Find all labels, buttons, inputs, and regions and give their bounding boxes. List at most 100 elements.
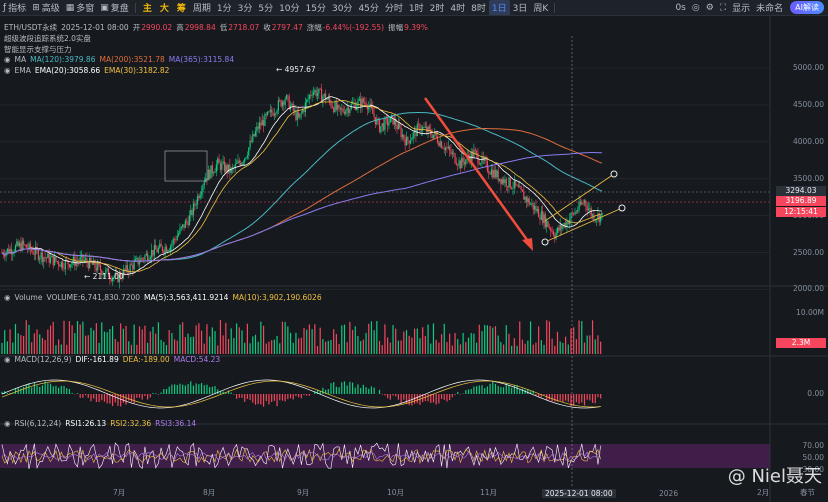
macd-bar — [551, 394, 553, 402]
macd-bar — [182, 384, 184, 394]
candle-body — [284, 99, 286, 105]
candle-body — [173, 239, 176, 240]
display-button[interactable]: 显示 — [732, 4, 751, 14]
last-price-tag: 3196.89 — [776, 196, 826, 206]
interval-1分[interactable]: 1分 — [216, 4, 232, 14]
interval-30分[interactable]: 30分 — [331, 4, 353, 14]
interval-10分[interactable]: 10分 — [279, 4, 300, 14]
strategy-legend[interactable]: 超级波段追踪系统2.0实盘 — [4, 33, 95, 44]
candle-body — [551, 231, 553, 233]
candle-body — [269, 109, 271, 112]
volume-bar — [438, 342, 440, 354]
candle-body — [48, 253, 50, 263]
camera-icon[interactable]: ◎ — [691, 2, 700, 13]
macd-bar — [492, 381, 494, 394]
strategy-name[interactable]: 超级波段追踪系统2.0实盘 — [4, 34, 91, 43]
interval-1日[interactable]: 1日 — [488, 0, 510, 15]
macd-bar — [424, 394, 426, 402]
gear-icon[interactable]: ⚙ — [705, 2, 714, 13]
price-tick: 4000.00 — [792, 136, 824, 146]
interval-4时[interactable]: 4时 — [450, 4, 466, 14]
candle-body — [125, 265, 127, 271]
interval-2时[interactable]: 2时 — [429, 4, 445, 14]
volume-bar — [262, 325, 265, 354]
candle-body — [517, 185, 520, 188]
sr-name[interactable]: 智能显示支撑与压力 — [4, 45, 72, 54]
candle-body — [217, 158, 219, 165]
candle-body — [134, 259, 137, 262]
candle-body — [387, 118, 389, 126]
macd-bar — [103, 394, 106, 402]
macd-bar — [206, 384, 208, 394]
rsi-axis-30: 30.00 — [802, 465, 824, 474]
eye-icon[interactable]: ◉ — [4, 66, 11, 75]
candle-body — [590, 208, 592, 216]
toolbar-item-1[interactable]: ⊞ 高级 — [29, 0, 63, 15]
interval-分时[interactable]: 分时 — [384, 4, 403, 14]
interval-3日[interactable]: 3日 — [512, 4, 528, 14]
volume-bar — [341, 325, 343, 354]
interval-45分[interactable]: 45分 — [358, 4, 379, 14]
toolbar-item-3[interactable]: ▣ 复盘 — [97, 0, 132, 15]
period-dropdown[interactable]: 周期 — [192, 4, 211, 14]
candle-body — [244, 158, 246, 162]
gold-button-0[interactable]: 主 — [142, 4, 152, 14]
eye-icon[interactable]: ◉ — [4, 419, 11, 428]
macd-bar — [33, 382, 35, 394]
interval-3分[interactable]: 3分 — [237, 4, 253, 14]
indicator-icon: ƒ — [3, 2, 7, 13]
candle-body — [271, 109, 273, 113]
ema-legend[interactable]: ◉ EMA EMA(20):3058.66 EMA(30):3182.82 — [4, 66, 173, 75]
candle-body — [245, 157, 247, 159]
candle-body — [399, 123, 401, 128]
interval-15分[interactable]: 15分 — [305, 4, 326, 14]
interval-1时[interactable]: 1时 — [408, 4, 424, 14]
candle-body — [248, 147, 250, 156]
rsi-legend[interactable]: ◉ RSI(6,12,24) RSI1:26.13 RSI2:32.36 RSI… — [4, 419, 200, 428]
interval-5分[interactable]: 5分 — [258, 4, 274, 14]
macd-bar — [303, 394, 305, 396]
candle-body — [555, 232, 557, 239]
toolbar-item-2[interactable]: ▦ 多窗 — [63, 0, 98, 15]
candle-body — [362, 98, 364, 103]
candle-body — [488, 171, 490, 174]
candle-body — [559, 224, 561, 231]
eye-icon[interactable]: ◉ — [4, 293, 11, 302]
eye-icon[interactable]: ◉ — [4, 55, 11, 64]
candle-body — [335, 102, 337, 110]
gold-button-1[interactable]: 大 — [159, 4, 169, 14]
macd-legend[interactable]: ◉ MACD(12,26,9) DIF:-161.89 DEA:-189.00 … — [4, 355, 224, 364]
eye-icon[interactable]: ◉ — [4, 355, 11, 364]
candle-body — [117, 273, 119, 283]
candle-body — [169, 246, 172, 251]
volume-bar — [476, 342, 478, 354]
interval-周K[interactable]: 周K — [533, 4, 549, 14]
ai-explain-button[interactable]: AI解读 — [790, 1, 824, 14]
fullscreen-icon[interactable]: ⛶ — [719, 2, 727, 13]
macd-bar — [365, 387, 367, 394]
crosshair-date-tag: 2025-12-01 08:00 — [542, 489, 616, 498]
candlestick-chart[interactable] — [0, 16, 828, 502]
macd-bar — [316, 389, 319, 394]
volume-bar — [446, 342, 448, 354]
interval-8时[interactable]: 8时 — [471, 4, 486, 14]
candle-body — [547, 221, 549, 228]
gold-button-2[interactable]: 筹 — [176, 4, 186, 14]
candle-body — [329, 97, 331, 102]
candle-body — [502, 179, 505, 184]
candle-body — [17, 241, 19, 247]
macd-bar — [449, 394, 451, 401]
sr-legend[interactable]: 智能显示支撑与压力 — [4, 44, 76, 55]
date-tick: 10月 — [387, 488, 405, 497]
macd-bar — [198, 384, 200, 394]
candle-body — [521, 189, 524, 192]
layout-name[interactable]: 未命名 — [756, 4, 784, 14]
macd-bar — [473, 386, 475, 394]
candle-body — [364, 102, 366, 104]
volume-bar — [330, 339, 332, 354]
toolbar-item-0[interactable]: ƒ 指标 — [0, 0, 29, 15]
ma-legend[interactable]: ◉ MA MA(120):3979.86 MA(200):3521.78 MA(… — [4, 55, 238, 64]
volume-bar — [211, 327, 213, 354]
volume-legend[interactable]: ◉ Volume VOLUME:6,741,830.7200 MA(5):3,5… — [4, 293, 326, 302]
volume-bar — [583, 342, 586, 354]
